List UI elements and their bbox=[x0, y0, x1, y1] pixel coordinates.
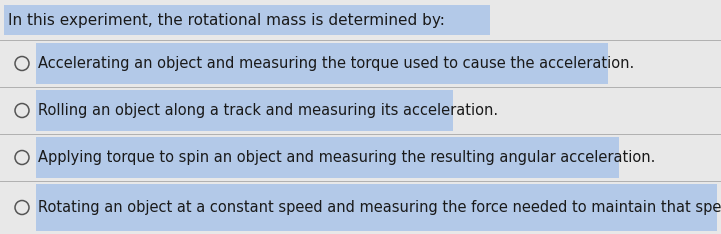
Bar bbox=[4, 5, 490, 35]
Bar bbox=[36, 184, 717, 231]
Bar bbox=[36, 43, 608, 84]
Text: Rolling an object along a track and measuring its acceleration.: Rolling an object along a track and meas… bbox=[38, 103, 498, 118]
Bar bbox=[36, 137, 619, 178]
Text: Applying torque to spin an object and measuring the resulting angular accelerati: Applying torque to spin an object and me… bbox=[38, 150, 655, 165]
Text: In this experiment, the rotational mass is determined by:: In this experiment, the rotational mass … bbox=[8, 12, 445, 28]
Text: Rotating an object at a constant speed and measuring the force needed to maintai: Rotating an object at a constant speed a… bbox=[38, 200, 721, 215]
Text: Accelerating an object and measuring the torque used to cause the acceleration.: Accelerating an object and measuring the… bbox=[38, 56, 634, 71]
Bar bbox=[36, 90, 453, 131]
